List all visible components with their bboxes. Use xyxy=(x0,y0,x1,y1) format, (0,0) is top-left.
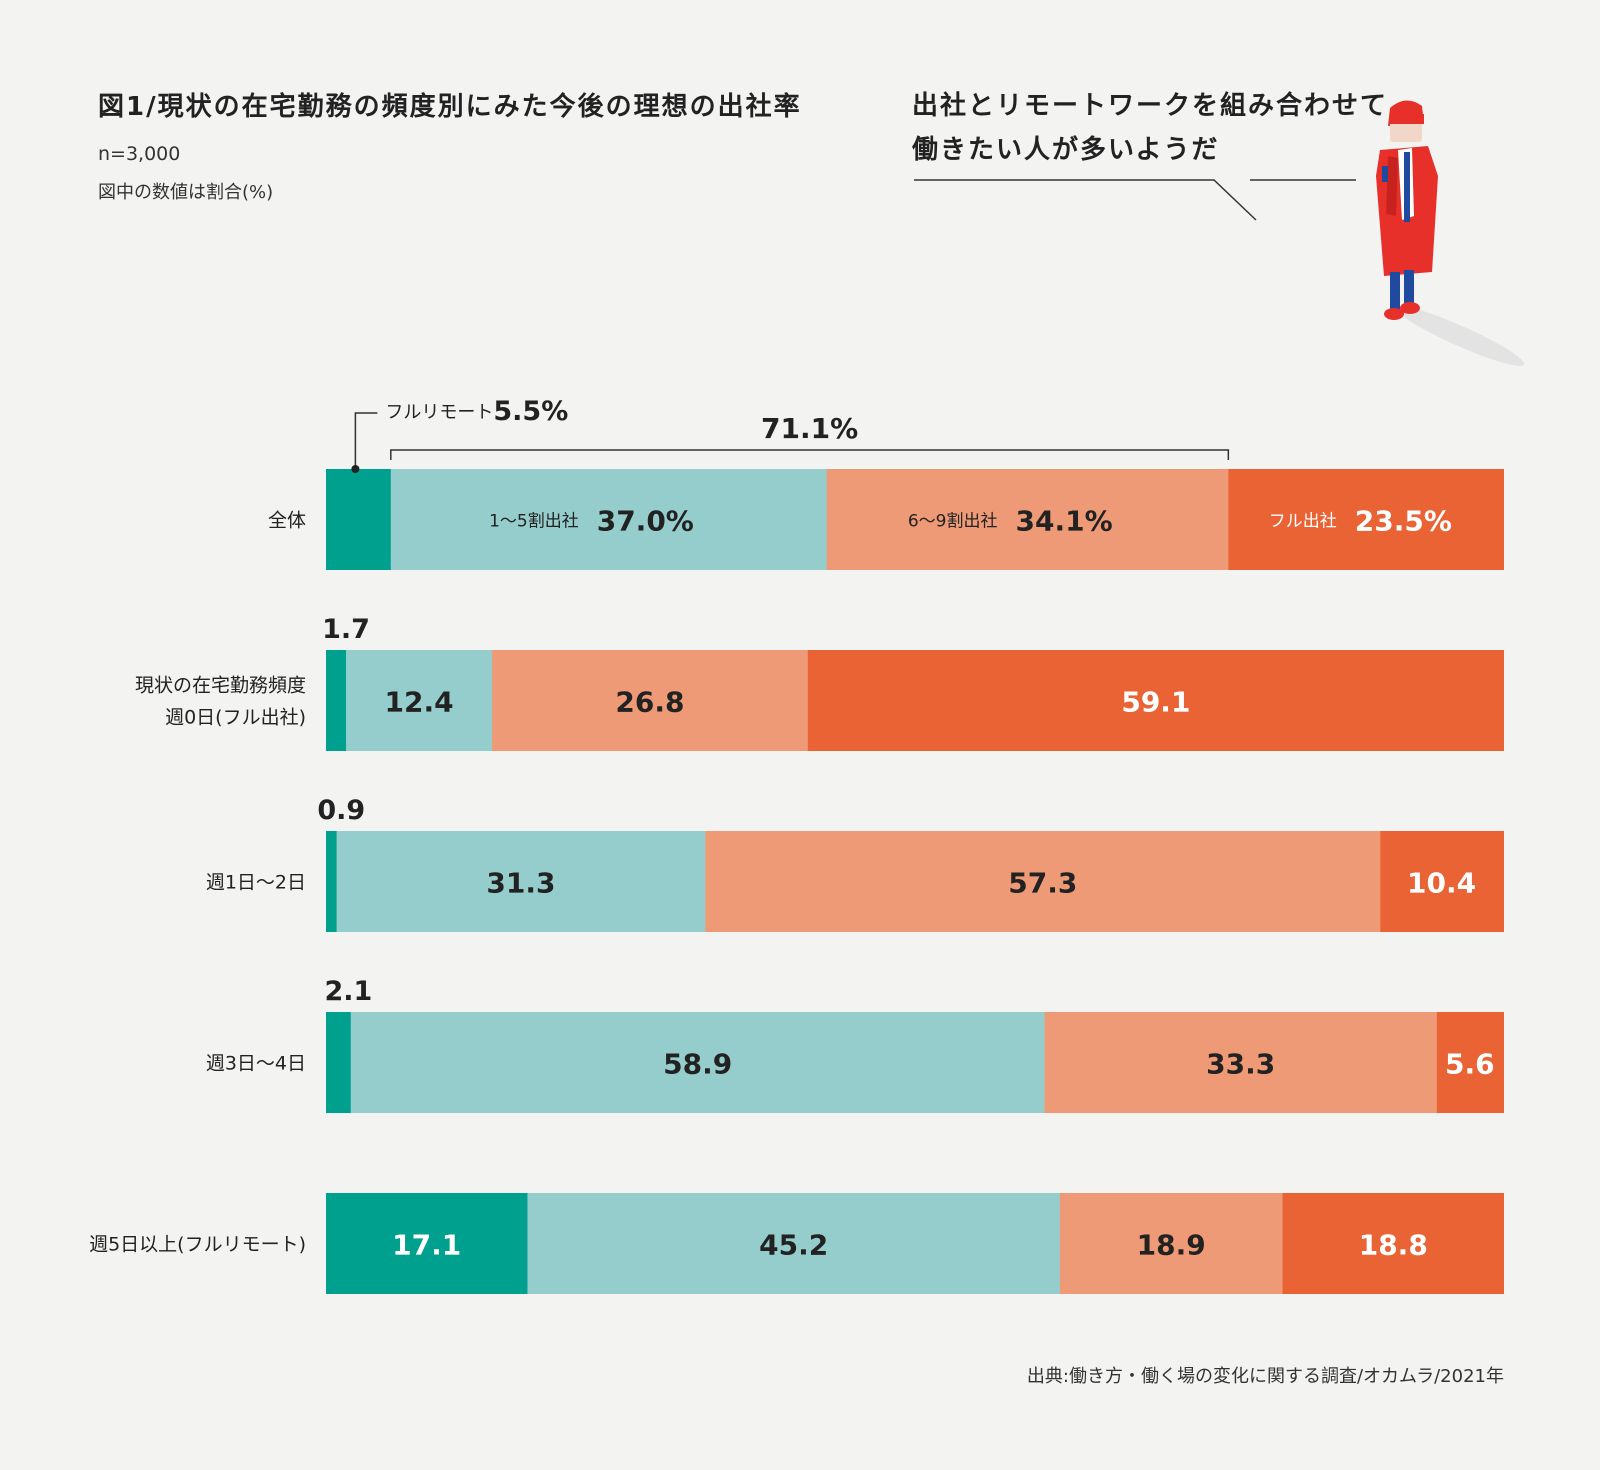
chart-title: 図1/現状の在宅勤務の頻度別にみた今後の理想の出社率 xyxy=(98,92,802,122)
series-name-label: 6〜9割出社 xyxy=(908,512,998,532)
bar-segment xyxy=(1044,1012,1438,1113)
value-label: 17.1 xyxy=(392,1229,461,1262)
bar-segment xyxy=(527,1193,1061,1294)
bar-segment xyxy=(1436,1012,1504,1113)
bar-segment xyxy=(1282,1193,1504,1294)
value-label: 26.8 xyxy=(615,686,684,719)
bar-segment xyxy=(705,831,1381,932)
value-label: 58.9 xyxy=(663,1048,732,1081)
sample-size: n=3,000 xyxy=(98,143,181,165)
bar-segment xyxy=(336,831,706,932)
category-label: 週0日(フル出社) xyxy=(165,707,306,729)
source-note: 出典:働き方・働く場の変化に関する調査/オカムラ/2021年 xyxy=(1026,1366,1504,1387)
bar-segment xyxy=(326,650,347,751)
value-label: 10.4 xyxy=(1407,867,1476,900)
category-label: 全体 xyxy=(268,510,306,532)
value-label: 2.1 xyxy=(324,976,372,1007)
bar-segment xyxy=(826,469,1229,570)
series-name-label: フルリモート xyxy=(385,402,493,423)
value-label: 57.3 xyxy=(1008,867,1077,900)
value-label: 33.3 xyxy=(1206,1048,1275,1081)
series-name-label: 1〜5割出社 xyxy=(489,512,579,532)
category-label: 週5日以上(フルリモート) xyxy=(89,1234,306,1256)
value-label: 5.6 xyxy=(1445,1048,1495,1081)
value-label: 23.5% xyxy=(1355,505,1452,538)
bar-segment xyxy=(350,1012,1046,1113)
bar-segment xyxy=(1380,831,1504,932)
bar-segment xyxy=(390,469,828,570)
value-label: 5.5% xyxy=(493,396,568,427)
series-name-label: フル出社 xyxy=(1269,512,1337,532)
speech-caption: 出社とリモートワークを組み合わせて 働きたい人が多いようだ xyxy=(912,84,1388,172)
value-label: 31.3 xyxy=(486,867,555,900)
value-label: 45.2 xyxy=(759,1229,828,1262)
bar-segment xyxy=(1228,469,1504,570)
value-label: 37.0% xyxy=(597,505,694,538)
value-label: 12.4 xyxy=(385,686,454,719)
category-label: 週3日〜4日 xyxy=(206,1053,306,1075)
value-label: 1.7 xyxy=(322,614,370,645)
bracket-line xyxy=(390,449,1230,460)
bracket-label: 71.1% xyxy=(761,412,858,445)
callout-dot xyxy=(351,465,360,473)
value-label: 59.1 xyxy=(1121,686,1190,719)
bar-segment xyxy=(326,831,338,932)
bar-segment xyxy=(326,1012,352,1113)
speech-line-1: 出社とリモートワークを組み合わせて xyxy=(912,91,1389,121)
category-label: 週1日〜2日 xyxy=(206,872,306,894)
callout-line xyxy=(354,412,378,469)
speech-line-2: 働きたい人が多いようだ xyxy=(912,135,1220,165)
unit-note: 図中の数値は割合(%) xyxy=(98,182,274,203)
value-label: 34.1% xyxy=(1015,505,1112,538)
bar-segment xyxy=(807,650,1504,751)
bar-segment xyxy=(326,1193,528,1294)
category-label: 現状の在宅勤務頻度 xyxy=(135,675,306,697)
person-in-red-coat-icon xyxy=(1376,100,1525,366)
speech-pointer xyxy=(914,179,1356,221)
value-label: 0.9 xyxy=(317,795,365,826)
bar-segment xyxy=(346,650,493,751)
bar-segment xyxy=(326,469,392,570)
bar-segment xyxy=(492,650,809,751)
value-label: 18.8 xyxy=(1359,1229,1428,1262)
value-label: 18.9 xyxy=(1137,1229,1206,1262)
bar-segment xyxy=(1059,1193,1284,1294)
